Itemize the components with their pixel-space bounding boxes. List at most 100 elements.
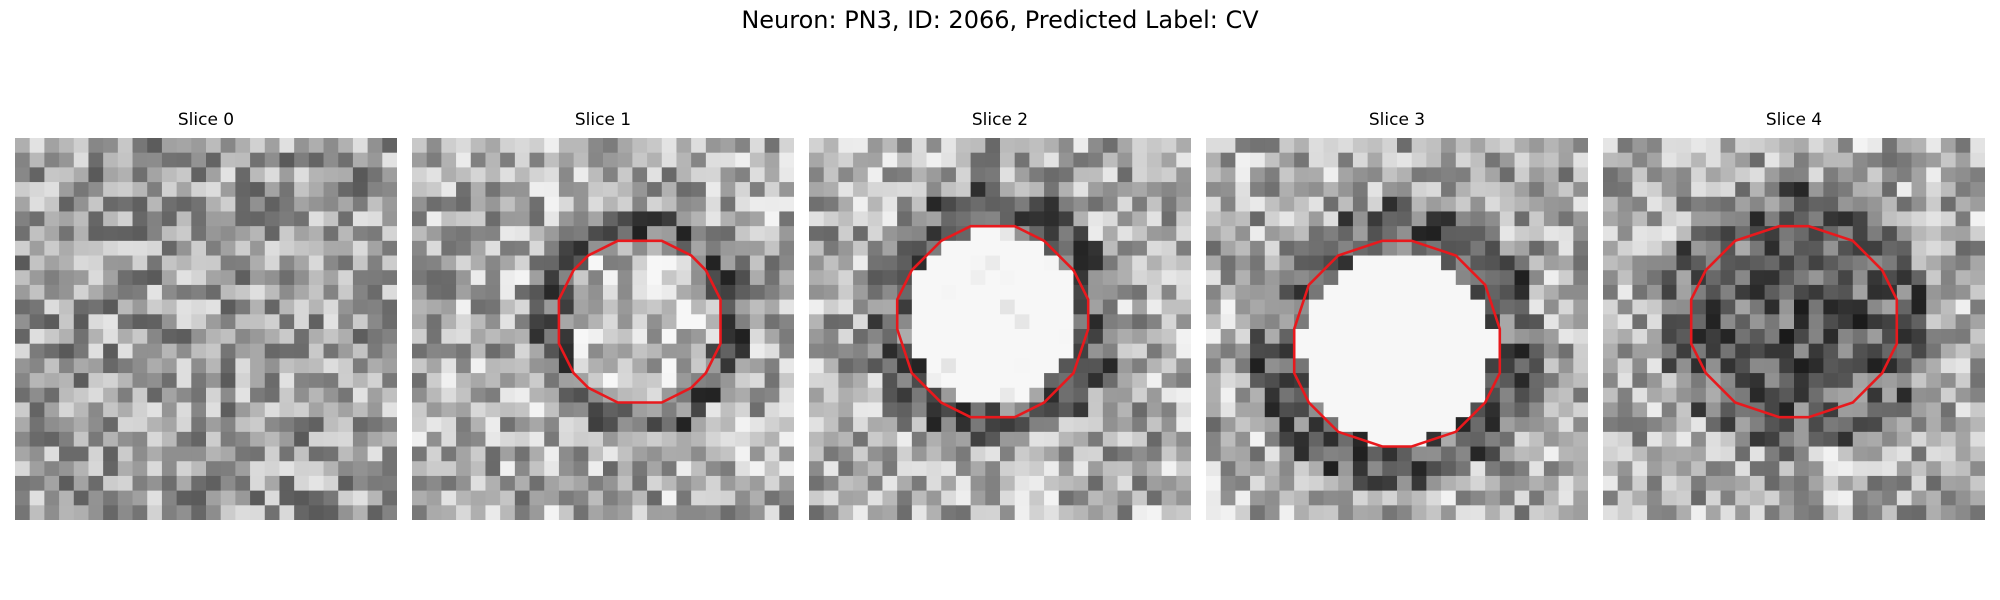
pixel-cell bbox=[1264, 152, 1280, 168]
pixel-cell bbox=[544, 211, 560, 227]
pixel-cell bbox=[1058, 152, 1074, 168]
pixel-cell bbox=[985, 314, 1001, 330]
pixel-cell bbox=[1749, 314, 1766, 330]
pixel-cell bbox=[603, 196, 619, 212]
pixel-cell bbox=[1970, 167, 1985, 183]
pixel-cell bbox=[1014, 446, 1030, 462]
pixel-cell bbox=[1470, 240, 1486, 256]
pixel-cell bbox=[412, 387, 428, 403]
pixel-cell bbox=[338, 299, 354, 315]
pixel-cell bbox=[1543, 490, 1560, 506]
pixel-cell bbox=[1058, 417, 1074, 433]
pixel-cell bbox=[1970, 329, 1985, 345]
pixel-cell bbox=[853, 196, 869, 212]
pixel-cell bbox=[456, 299, 472, 315]
pixel-cell bbox=[955, 240, 972, 256]
pixel-cell bbox=[161, 196, 178, 212]
pixel-cell bbox=[1441, 417, 1457, 433]
pixel-cell bbox=[573, 431, 589, 447]
pixel-cell bbox=[250, 255, 266, 271]
pixel-cell bbox=[617, 211, 633, 227]
pixel-cell bbox=[1102, 461, 1118, 477]
pixel-cell bbox=[1073, 299, 1089, 315]
pixel-cell bbox=[1485, 358, 1501, 374]
pixel-cell bbox=[1279, 240, 1295, 256]
pixel-cell bbox=[1529, 461, 1545, 477]
pixel-cell bbox=[73, 373, 89, 389]
pixel-cell bbox=[1279, 255, 1295, 271]
pixel-cell bbox=[323, 226, 339, 242]
pixel-cell bbox=[264, 475, 280, 492]
pixel-cell bbox=[573, 461, 589, 477]
pixel-cell bbox=[1426, 270, 1442, 286]
pixel-cell bbox=[1088, 373, 1104, 389]
pixel-cell bbox=[15, 446, 31, 462]
pixel-cell bbox=[1838, 329, 1854, 345]
pixel-cell bbox=[1426, 138, 1442, 154]
pixel-cell bbox=[720, 182, 736, 198]
pixel-cell bbox=[1176, 255, 1191, 271]
pixel-cell bbox=[220, 402, 236, 418]
pixel-cell bbox=[73, 226, 89, 242]
pixel-cell bbox=[1970, 152, 1985, 168]
pixel-cell bbox=[529, 314, 545, 330]
pixel-cell bbox=[1926, 211, 1942, 227]
pixel-cell bbox=[15, 387, 31, 403]
pixel-cell bbox=[853, 152, 869, 168]
pixel-cell bbox=[1352, 284, 1369, 301]
pixel-cell bbox=[1235, 196, 1251, 212]
pixel-cell bbox=[1367, 446, 1383, 462]
pixel-cell bbox=[676, 329, 692, 345]
pixel-cell bbox=[426, 284, 442, 301]
pixel-cell bbox=[1441, 255, 1457, 271]
pixel-cell bbox=[220, 490, 236, 506]
pixel-cell bbox=[352, 255, 369, 271]
pixel-cell bbox=[323, 343, 339, 359]
pixel-cell bbox=[779, 387, 794, 403]
pixel-cell bbox=[1955, 431, 1971, 447]
pixel-cell bbox=[44, 446, 60, 462]
pixel-cell bbox=[456, 211, 472, 227]
pixel-cell bbox=[676, 461, 692, 477]
pixel-cell bbox=[1867, 152, 1883, 168]
pixel-cell bbox=[1411, 182, 1427, 198]
pixel-cell bbox=[1000, 255, 1016, 271]
pixel-cell bbox=[809, 387, 825, 403]
pixel-cell bbox=[558, 270, 575, 286]
pixel-cell bbox=[88, 475, 104, 492]
pixel-cell bbox=[1808, 299, 1824, 315]
pixel-cell bbox=[1146, 182, 1163, 198]
pixel-cell bbox=[647, 284, 663, 301]
pixel-cell bbox=[1661, 505, 1677, 520]
pixel-cell bbox=[1794, 446, 1810, 462]
pixel-cell bbox=[1720, 431, 1736, 447]
pixel-cell bbox=[514, 152, 530, 168]
pixel-cell bbox=[294, 431, 310, 447]
pixel-cell bbox=[1058, 387, 1074, 403]
pixel-cell bbox=[941, 299, 957, 315]
pixel-cell bbox=[59, 314, 75, 330]
pixel-cell bbox=[529, 299, 545, 315]
pixel-cell bbox=[1867, 314, 1883, 330]
pixel-cell bbox=[1514, 505, 1530, 520]
pixel-cell bbox=[1676, 417, 1692, 433]
pixel-cell bbox=[941, 446, 957, 462]
pixel-cell bbox=[1838, 461, 1854, 477]
pixel-cell bbox=[1808, 343, 1824, 359]
pixel-cell bbox=[1764, 284, 1780, 301]
pixel-cell bbox=[1455, 358, 1471, 374]
pixel-cell bbox=[1338, 373, 1354, 389]
pixel-cell bbox=[1661, 270, 1677, 286]
pixel-cell bbox=[1705, 343, 1721, 359]
pixel-cell bbox=[441, 373, 457, 389]
pixel-cell bbox=[691, 387, 707, 403]
pixel-cell bbox=[1294, 211, 1310, 227]
pixel-cell bbox=[853, 255, 869, 271]
pixel-cell bbox=[941, 343, 957, 359]
pixel-cell bbox=[1044, 402, 1060, 418]
pixel-cell bbox=[382, 255, 397, 271]
pixel-cell bbox=[44, 314, 60, 330]
pixel-cell bbox=[1779, 240, 1795, 256]
pixel-cell bbox=[1088, 329, 1104, 345]
pixel-cell bbox=[176, 255, 192, 271]
